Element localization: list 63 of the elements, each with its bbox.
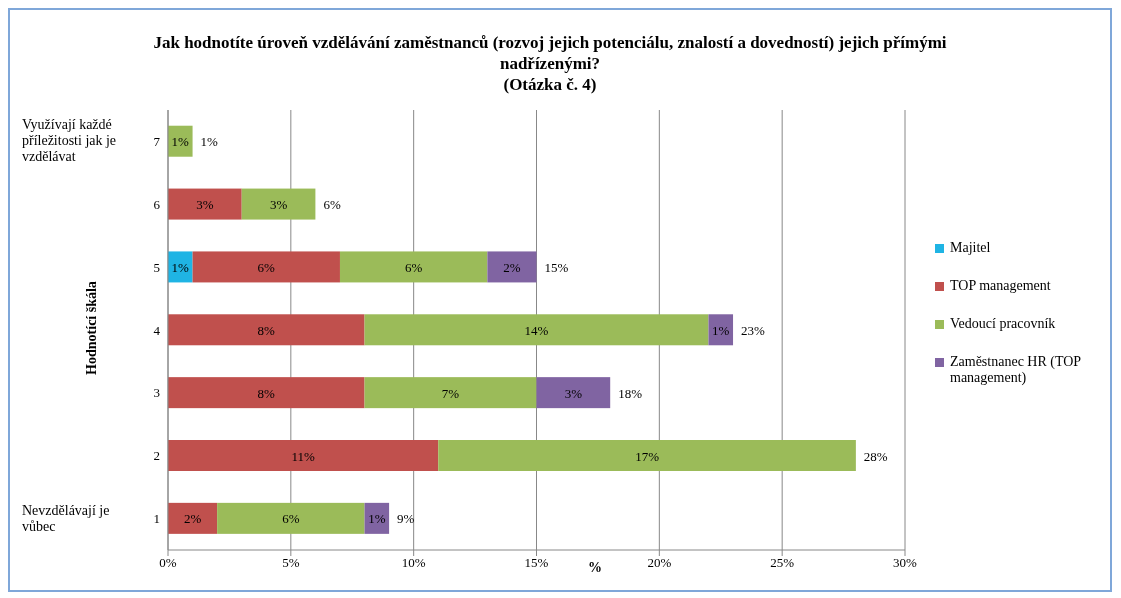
chart-title: Jak hodnotíte úroveň vzdělávání zaměstnanců (rozvoj jejich potenciálu, znalostí a dovedností) jejich přímými nadřízenými? (Otázka č. 4) — [152, 32, 948, 95]
legend-label: Majitel — [950, 240, 991, 256]
data-label: 1% — [171, 259, 190, 275]
bar — [438, 440, 856, 471]
y-tick-label: 6 — [153, 196, 161, 212]
data-label: 14% — [524, 322, 549, 338]
y-tick-label: 1 — [153, 511, 160, 527]
data-label: 1% — [712, 322, 730, 338]
total-label: 1% — [200, 134, 219, 150]
legend-label: Zaměstnanec HR (TOP management) — [950, 354, 1082, 386]
y-tick-label: 4 — [153, 322, 161, 338]
bar — [168, 502, 218, 534]
data-label: 11% — [291, 448, 315, 464]
total-label: 15% — [544, 259, 569, 275]
bar — [168, 440, 439, 471]
y-tick-label: 2 — [153, 448, 160, 464]
x-tick-label: 5% — [282, 555, 300, 571]
data-label: 6% — [257, 259, 276, 275]
data-label: 1% — [368, 511, 386, 527]
data-label: 3% — [269, 197, 288, 213]
bar — [217, 502, 365, 534]
legend-label: Vedoucí pracovník — [950, 316, 1056, 332]
bar — [192, 251, 340, 283]
bar — [241, 188, 316, 220]
total-label: 28% — [863, 448, 888, 464]
bar — [364, 377, 537, 409]
total-label: 9% — [397, 511, 415, 527]
total-label: 23% — [741, 322, 766, 338]
y-axis-title: Hodnotící škála — [84, 280, 100, 377]
x-tick-label: 25% — [770, 555, 795, 571]
bar — [487, 251, 537, 283]
data-label: 2% — [503, 259, 521, 275]
data-label: 8% — [257, 385, 276, 401]
text: Nevzdělávají je vůbec — [22, 501, 111, 536]
y-tick-label: 5 — [153, 259, 160, 275]
bar — [168, 188, 242, 220]
bar — [536, 377, 611, 409]
data-label: 7% — [441, 385, 460, 401]
data-label: 3% — [196, 197, 214, 213]
y-tick-label: 3 — [153, 385, 160, 401]
bar — [364, 314, 709, 346]
x-tick-label: 10% — [401, 555, 426, 571]
data-label: 6% — [282, 511, 300, 527]
data-label: 1% — [171, 134, 190, 150]
total-label: 18% — [618, 385, 643, 401]
data-label: 6% — [404, 259, 423, 275]
data-label: 2% — [183, 511, 202, 527]
data-label: 17% — [635, 448, 660, 464]
x-tick-label: 15% — [524, 555, 549, 571]
legend-label: TOP management — [950, 278, 1051, 294]
total-label: 6% — [323, 197, 341, 213]
text: Využívají každé příležitosti jak je vzdělávat — [22, 116, 118, 167]
x-axis-title: % — [588, 560, 603, 576]
bar — [708, 314, 734, 346]
data-label: 8% — [257, 322, 276, 338]
y-tick-label: 7 — [153, 134, 161, 150]
bar — [339, 251, 488, 283]
bar — [168, 314, 365, 346]
x-tick-label: 20% — [647, 555, 672, 571]
x-tick-label: 30% — [893, 555, 918, 571]
data-label: 3% — [564, 385, 583, 401]
x-tick-label: 0% — [159, 555, 177, 571]
bar — [168, 377, 365, 409]
